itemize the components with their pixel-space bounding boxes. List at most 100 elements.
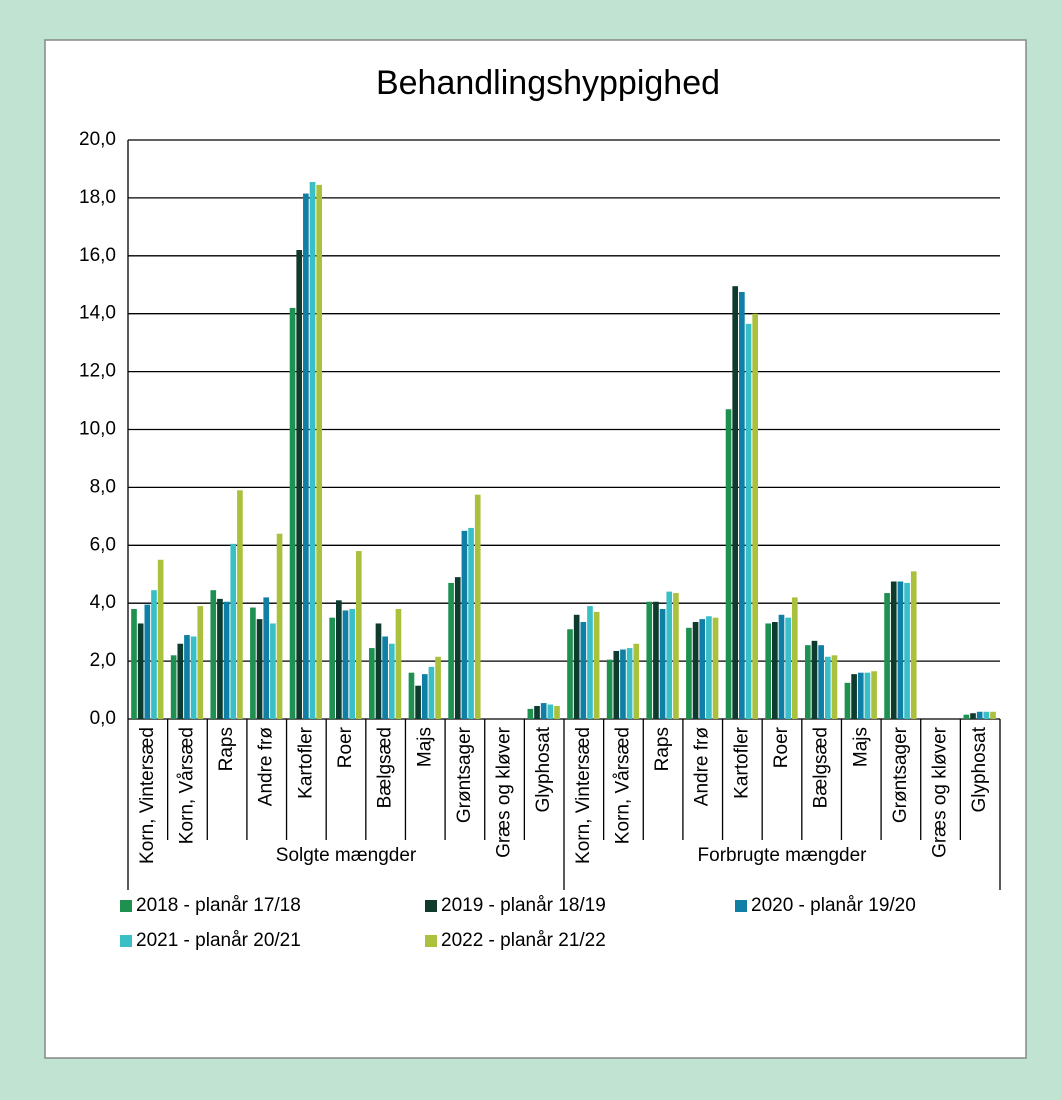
bar bbox=[745, 323, 752, 719]
bar bbox=[289, 307, 296, 719]
bar bbox=[587, 606, 593, 719]
bar bbox=[421, 674, 428, 719]
bar bbox=[673, 593, 679, 719]
x-tick-label: Græs og kløver bbox=[930, 726, 951, 858]
bar bbox=[547, 704, 554, 719]
x-tick-label: Bælgsæd bbox=[811, 727, 832, 808]
bar bbox=[970, 713, 976, 719]
bar bbox=[851, 674, 857, 719]
bar bbox=[910, 571, 917, 719]
y-tick-label: 8,0 bbox=[90, 476, 116, 497]
bar bbox=[990, 711, 996, 719]
bar bbox=[415, 685, 421, 719]
bar bbox=[237, 490, 243, 719]
bar bbox=[963, 714, 970, 719]
bar bbox=[593, 611, 600, 719]
bar bbox=[395, 608, 402, 719]
y-tick-label: 20,0 bbox=[79, 129, 116, 150]
y-tick-label: 12,0 bbox=[79, 361, 116, 382]
legend-swatch bbox=[425, 935, 437, 947]
bar bbox=[435, 656, 441, 719]
bar bbox=[976, 711, 983, 719]
bar bbox=[190, 636, 197, 719]
bar bbox=[250, 607, 256, 719]
x-tick-label: Roer bbox=[771, 726, 792, 768]
y-tick-label: 18,0 bbox=[79, 187, 116, 208]
bar bbox=[256, 619, 263, 719]
bar bbox=[864, 672, 871, 719]
bar bbox=[355, 551, 362, 719]
x-tick-label: Andre frø bbox=[692, 727, 713, 807]
legend-label: 2020 - planår 19/20 bbox=[751, 895, 916, 916]
x-tick-label: Majs bbox=[850, 727, 871, 767]
x-tick-label: Raps bbox=[652, 727, 673, 771]
bar bbox=[890, 581, 897, 719]
bar bbox=[791, 597, 798, 719]
bar bbox=[725, 409, 732, 719]
chart-panel bbox=[44, 39, 1027, 1059]
bar bbox=[144, 604, 151, 719]
bar bbox=[818, 645, 824, 719]
bar bbox=[137, 623, 144, 719]
bar bbox=[197, 606, 204, 719]
bar bbox=[276, 533, 283, 719]
bar bbox=[329, 617, 336, 719]
bar bbox=[712, 617, 719, 719]
bar bbox=[686, 627, 692, 719]
bar bbox=[897, 581, 904, 719]
bar bbox=[210, 590, 217, 719]
legend-label: 2019 - planår 18/19 bbox=[441, 895, 606, 916]
bar bbox=[633, 643, 640, 719]
x-tick-label: Grøntsager bbox=[890, 726, 911, 823]
y-tick-label: 6,0 bbox=[90, 534, 116, 555]
group-label: Solgte mængder bbox=[276, 845, 417, 866]
x-tick-label: Korn, Vårsæd bbox=[176, 727, 197, 844]
bar bbox=[831, 655, 838, 719]
bar bbox=[474, 494, 481, 719]
bar bbox=[382, 636, 388, 719]
y-tick-label: 16,0 bbox=[79, 245, 116, 266]
bar bbox=[606, 659, 613, 719]
bar bbox=[170, 655, 177, 719]
x-tick-label: Korn, Vintersæd bbox=[137, 727, 158, 864]
y-tick-label: 10,0 bbox=[79, 419, 116, 440]
bar bbox=[620, 649, 626, 719]
bar bbox=[296, 250, 303, 719]
x-tick-label: Glyphosat bbox=[533, 726, 554, 812]
bar bbox=[573, 614, 580, 719]
bar bbox=[151, 590, 157, 719]
legend-swatch bbox=[735, 900, 747, 912]
bar bbox=[706, 616, 712, 719]
bar bbox=[732, 286, 739, 719]
bar bbox=[613, 650, 620, 719]
bar bbox=[388, 643, 395, 719]
chart-title: Behandlingshyppighed bbox=[376, 64, 720, 102]
y-tick-label: 0,0 bbox=[90, 708, 116, 729]
bar bbox=[270, 623, 276, 719]
bar bbox=[752, 313, 759, 719]
bar bbox=[223, 601, 230, 719]
bar bbox=[699, 619, 706, 719]
bar bbox=[904, 582, 910, 719]
x-tick-label: Bælgsæd bbox=[375, 727, 396, 808]
bar bbox=[765, 623, 772, 719]
x-tick-label: Korn, Vårsæd bbox=[612, 727, 633, 844]
bar bbox=[428, 666, 435, 719]
bar bbox=[454, 577, 461, 719]
bar bbox=[309, 181, 316, 720]
bar bbox=[527, 708, 534, 719]
x-tick-label: Roer bbox=[335, 726, 356, 768]
bar bbox=[884, 593, 890, 719]
legend-swatch bbox=[425, 900, 437, 912]
bar bbox=[785, 617, 791, 719]
y-tick-label: 2,0 bbox=[90, 650, 116, 671]
bar bbox=[626, 648, 633, 719]
bar bbox=[804, 645, 811, 719]
legend-swatch bbox=[120, 900, 132, 912]
bar bbox=[844, 682, 851, 719]
y-tick-label: 4,0 bbox=[90, 592, 116, 613]
bar bbox=[646, 601, 653, 719]
bar bbox=[857, 672, 864, 719]
group-label: Forbrugte mængder bbox=[698, 845, 868, 866]
x-tick-label: Andre frø bbox=[256, 727, 277, 807]
